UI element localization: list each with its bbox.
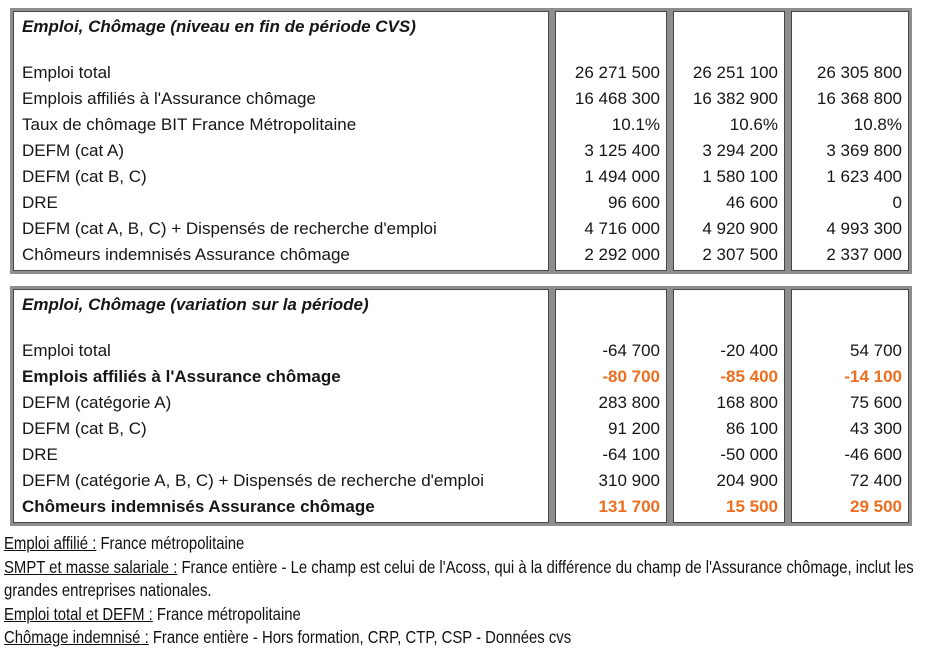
table-title: Emploi, Chômage (niveau en fin de périod… <box>22 17 416 36</box>
spacer-row <box>792 14 902 60</box>
values-column-1: 26 271 500 16 468 300 10.1% 3 125 400 1 494 … <box>555 11 667 271</box>
cell-value: -64 700 <box>602 341 660 360</box>
cell-value: 75 600 <box>850 393 902 412</box>
values-column-1: -64 700 -80 700 283 800 91 200 -64 100 310 90… <box>555 289 667 523</box>
cell-value: 72 400 <box>850 471 902 490</box>
cell-value: 10.6% <box>729 115 778 134</box>
row-label: Taux de chômage BIT France Métropolitain… <box>22 115 357 134</box>
footnote-smpt: SMPT et masse salariale : France entière… <box>4 556 926 603</box>
footnote-emploi-total-defm: Emploi total et DEFM : France métropolit… <box>4 603 926 627</box>
row-label: DRE <box>22 445 58 464</box>
cell-value: 26 251 100 <box>692 63 778 82</box>
values-column-3: 26 305 800 16 368 800 10.8% 3 369 800 1 623 … <box>791 11 909 271</box>
cell-value: 16 468 300 <box>574 89 660 108</box>
footnotes: Emploi affilié : France métropolitaine S… <box>4 532 926 650</box>
cell-value: 46 600 <box>726 193 778 212</box>
row-label: Emploi total <box>22 63 111 82</box>
cell-value: 168 800 <box>716 393 778 412</box>
column-divider <box>667 11 673 271</box>
cell-value: 96 600 <box>608 193 660 212</box>
cell-value: 3 294 200 <box>702 141 778 160</box>
footnote-term: SMPT et masse salariale : <box>4 556 178 577</box>
cell-value: 26 271 500 <box>574 63 660 82</box>
column-divider <box>667 289 673 523</box>
row-label: DEFM (cat A) <box>22 141 125 160</box>
cell-value: 10.1% <box>611 115 660 134</box>
cell-value: 43 300 <box>850 419 902 438</box>
cell-value: 310 900 <box>598 471 660 490</box>
column-divider <box>549 11 555 271</box>
spacer-row <box>674 292 778 338</box>
row-label: DRE <box>22 193 58 212</box>
spacer-row <box>22 40 548 60</box>
cell-value: 2 307 500 <box>702 245 778 264</box>
spacer-row <box>674 14 778 60</box>
footnote-text: France métropolitaine <box>152 603 301 624</box>
values-column-2: -20 400 -85 400 168 800 86 100 -50 000 204 90… <box>673 289 785 523</box>
cell-value: 131 700 <box>598 497 660 516</box>
cell-value: 1 623 400 <box>826 167 902 186</box>
spacer-row <box>556 14 660 60</box>
values-column-2: 26 251 100 16 382 900 10.6% 3 294 200 1 580 … <box>673 11 785 271</box>
row-label: DEFM (cat B, C) <box>22 167 147 186</box>
cell-value: 4 993 300 <box>826 219 902 238</box>
row-label: DEFM (catégorie A, B, C) + Dispensés de … <box>22 471 484 490</box>
row-label: Emplois affiliés à l'Assurance chômage <box>22 89 316 108</box>
cell-value: 4 716 000 <box>584 219 660 238</box>
cell-value: 283 800 <box>598 393 660 412</box>
cell-value: -64 100 <box>602 445 660 464</box>
cell-value: -50 000 <box>720 445 778 464</box>
footnote-emploi-affilie: Emploi affilié : France métropolitaine <box>4 532 926 556</box>
row-label: DEFM (catégorie A) <box>22 393 172 412</box>
cell-value: 0 <box>892 193 902 212</box>
cell-value: 204 900 <box>716 471 778 490</box>
row-label: Chômeurs indemnisés Assurance chômage <box>22 497 375 516</box>
footnote-text: France entière - Hors formation, CRP, CT… <box>148 627 572 647</box>
footnote-term: Emploi total et DEFM : <box>4 603 153 624</box>
cell-value: 54 700 <box>850 341 902 360</box>
cell-value: 86 100 <box>726 419 778 438</box>
table-variations: Emploi, Chômage (variation sur la périod… <box>10 286 912 526</box>
cell-value: 1 494 000 <box>584 167 660 186</box>
cell-value: 4 920 900 <box>702 219 778 238</box>
spacer-row <box>22 318 548 338</box>
cell-value: -80 700 <box>602 367 660 386</box>
cell-value: 2 292 000 <box>584 245 660 264</box>
cell-value: -46 600 <box>844 445 902 464</box>
table-title: Emploi, Chômage (variation sur la périod… <box>22 295 369 314</box>
row-label: DEFM (cat B, C) <box>22 419 147 438</box>
cell-value: 29 500 <box>850 497 902 516</box>
table-levels: Emploi, Chômage (niveau en fin de périod… <box>10 8 912 274</box>
cell-value: 91 200 <box>608 419 660 438</box>
footnote-term: Emploi affilié : <box>4 533 97 553</box>
cell-value: 26 305 800 <box>816 63 902 82</box>
column-divider <box>785 289 791 523</box>
cell-value: -14 100 <box>844 367 902 386</box>
labels-column: Emploi, Chômage (niveau en fin de périod… <box>13 11 549 271</box>
cell-value: 15 500 <box>726 497 778 516</box>
row-label: Emplois affiliés à l'Assurance chômage <box>22 367 341 386</box>
cell-value: 16 368 800 <box>816 89 902 108</box>
cell-value: -85 400 <box>720 367 778 386</box>
footnote-chomage-indemnise: Chômage indemnisé : France entière - Hor… <box>4 626 926 650</box>
labels-column: Emploi, Chômage (variation sur la périod… <box>13 289 549 523</box>
footnote-text: France métropolitaine <box>96 533 245 553</box>
cell-value: 2 337 000 <box>826 245 902 264</box>
row-label: Chômeurs indemnisés Assurance chômage <box>22 245 350 264</box>
cell-value: 3 369 800 <box>826 141 902 160</box>
cell-value: 1 580 100 <box>702 167 778 186</box>
cell-value: 10.8% <box>853 115 902 134</box>
row-label: Emploi total <box>22 341 111 360</box>
values-column-3: 54 700 -14 100 75 600 43 300 -46 600 72 400 29… <box>791 289 909 523</box>
column-divider <box>549 289 555 523</box>
footnote-text: France entière - Le champ est celui de l… <box>4 556 914 601</box>
footnote-term: Chômage indemnisé : <box>4 627 149 647</box>
spacer-row <box>792 292 902 338</box>
cell-value: 3 125 400 <box>584 141 660 160</box>
cell-value: 16 382 900 <box>692 89 778 108</box>
column-divider <box>785 11 791 271</box>
row-label: DEFM (cat A, B, C) + Dispensés de recher… <box>22 219 437 238</box>
cell-value: -20 400 <box>720 341 778 360</box>
spacer-row <box>556 292 660 338</box>
